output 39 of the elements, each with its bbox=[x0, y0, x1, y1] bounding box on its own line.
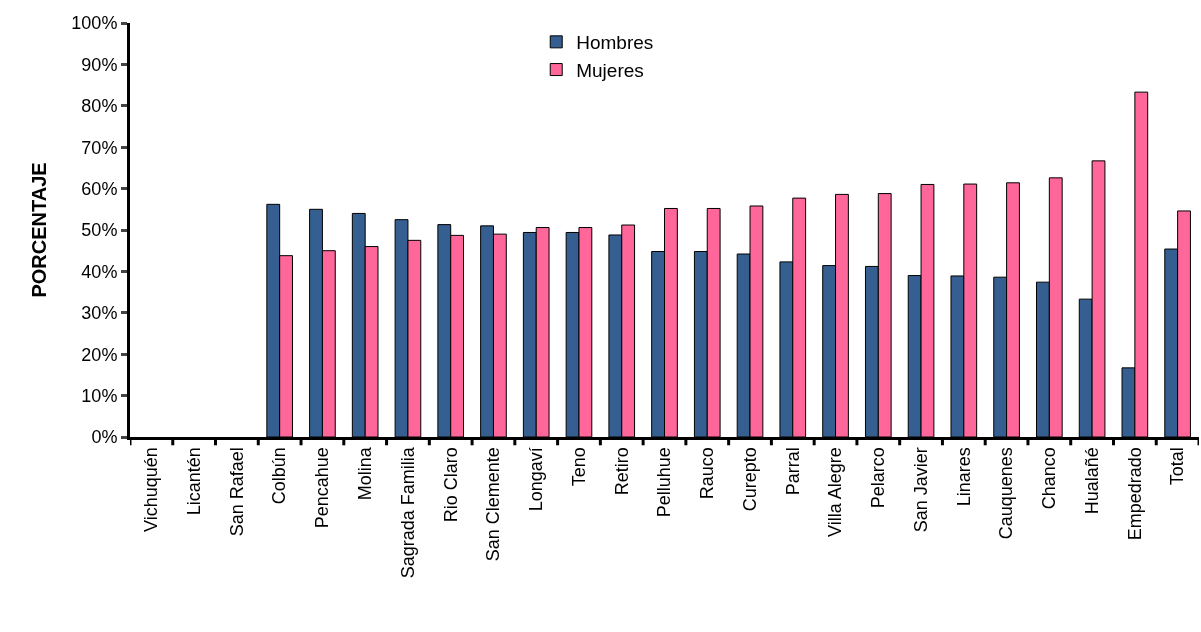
y-tick-label: 100% bbox=[71, 13, 118, 34]
x-tick-label: Sagrada Familia bbox=[397, 446, 418, 579]
x-tick-label: Retiro bbox=[611, 447, 632, 496]
x-tick-label: Rauco bbox=[697, 447, 718, 500]
x-tick-label: Rio Claro bbox=[440, 447, 461, 523]
x-tick-label: Molina bbox=[355, 446, 376, 501]
x-tick-label: Colbún bbox=[269, 447, 290, 505]
y-tick-label: 40% bbox=[81, 261, 118, 282]
y-tick-label: 30% bbox=[81, 303, 118, 324]
x-tick-label: Teno bbox=[568, 447, 589, 487]
legend-label: Mujeres bbox=[576, 59, 644, 81]
y-tick-label: 50% bbox=[81, 220, 118, 241]
x-tick-label: Curepto bbox=[739, 447, 760, 512]
y-tick-label: 80% bbox=[81, 96, 118, 117]
x-tick-label: Linares bbox=[953, 447, 974, 507]
x-tick-label: Chanco bbox=[1039, 447, 1060, 510]
x-tick-label: Vichuquén bbox=[141, 447, 162, 532]
x-tick-label: Licantén bbox=[183, 447, 204, 516]
x-tick-label: Cauquenes bbox=[996, 447, 1017, 540]
x-tick-label: Pencahue bbox=[312, 447, 333, 529]
y-tick-label: 20% bbox=[81, 344, 118, 365]
y-tick-label: 90% bbox=[81, 54, 118, 75]
x-tick-label: Villa Alegre bbox=[825, 447, 846, 537]
y-axis-title: PORCENTAJE bbox=[27, 162, 50, 298]
y-tick-label: 0% bbox=[91, 427, 118, 448]
x-tick-label: Total bbox=[1167, 447, 1188, 486]
x-tick-label: Empedrado bbox=[1124, 447, 1145, 541]
y-tick-label: 10% bbox=[81, 385, 118, 406]
legend-label: Hombres bbox=[576, 32, 654, 54]
x-tick-label: San Javier bbox=[910, 447, 931, 533]
y-tick-label: 70% bbox=[81, 137, 118, 158]
x-tick-label: Pelluhue bbox=[654, 447, 675, 518]
x-tick-label: Hualañé bbox=[1081, 447, 1102, 515]
x-tick-label: Longaví bbox=[526, 447, 547, 512]
y-tick-label: 60% bbox=[81, 178, 118, 199]
x-tick-label: Pelarco bbox=[868, 447, 889, 509]
x-tick-label: Parral bbox=[782, 447, 803, 496]
x-tick-label: San Clemente bbox=[483, 447, 504, 562]
x-tick-label: San Rafael bbox=[226, 447, 247, 537]
